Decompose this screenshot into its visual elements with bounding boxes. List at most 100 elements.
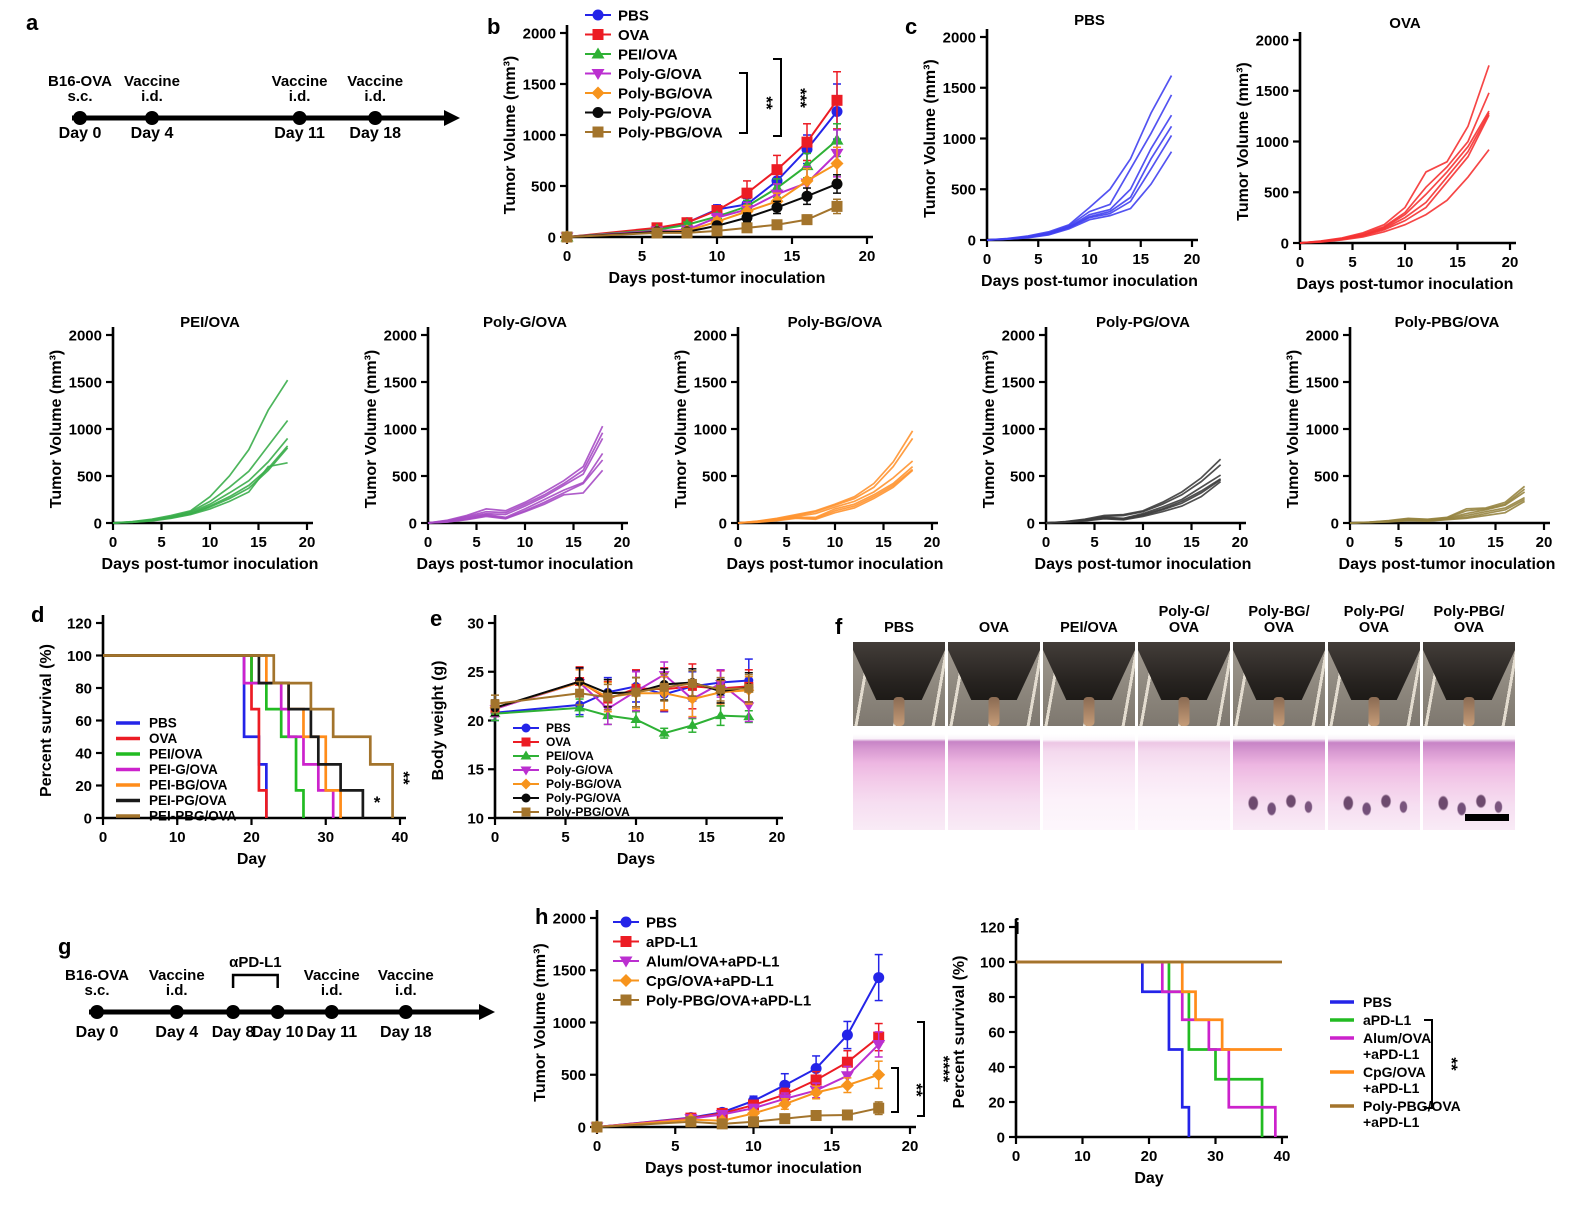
svg-text:15: 15 xyxy=(1449,254,1466,271)
event-label: Vaccine xyxy=(347,73,403,90)
svg-text:15: 15 xyxy=(565,534,582,551)
svg-text:5: 5 xyxy=(1348,254,1356,271)
f-column-0: PBS xyxy=(853,600,945,830)
svg-text:1000: 1000 xyxy=(553,1015,586,1032)
svg-text:5: 5 xyxy=(1394,534,1402,551)
event-label: s.c. xyxy=(67,88,92,105)
apdl1-label: αPD-L1 xyxy=(229,954,282,971)
svg-text:0: 0 xyxy=(409,515,417,532)
svg-text:30: 30 xyxy=(1207,1148,1224,1165)
svg-text:5: 5 xyxy=(638,248,646,265)
legend-label-CpG/OVA+aPD-L1: CpG/OVA xyxy=(1363,1064,1426,1080)
svg-text:5: 5 xyxy=(1034,251,1042,268)
significance-stars: ** xyxy=(1442,1057,1461,1071)
timeline-dot xyxy=(368,111,383,125)
svg-text:2000: 2000 xyxy=(384,327,417,344)
svg-text:15: 15 xyxy=(467,762,484,779)
significance-bracket xyxy=(917,1021,925,1117)
sp_pbg-mouse-1 xyxy=(1349,485,1526,524)
legend-label-aPD-L1: aPD-L1 xyxy=(646,934,698,951)
sp_g-mouse-6 xyxy=(427,469,604,524)
svg-text:20: 20 xyxy=(1232,534,1249,551)
svg-text:500: 500 xyxy=(702,468,727,485)
timeline-dot xyxy=(270,1005,285,1019)
legend-label-Poly-PBG/OVA: Poly-PBG/OVA xyxy=(546,805,630,819)
svg-text:0: 0 xyxy=(563,248,571,265)
svg-text:1500: 1500 xyxy=(694,374,727,391)
svg-text:60: 60 xyxy=(988,1024,1005,1041)
mouse-tail xyxy=(1083,697,1095,726)
svg-text:20: 20 xyxy=(1502,254,1519,271)
scale-bar xyxy=(1465,814,1509,821)
svg-text:0: 0 xyxy=(1296,254,1304,271)
histology-image xyxy=(1328,734,1420,830)
event-label: Vaccine xyxy=(149,967,205,984)
svg-text:120: 120 xyxy=(980,919,1005,936)
svg-text:40: 40 xyxy=(392,829,409,846)
legend-label-PEI/OVA: PEI/OVA xyxy=(546,749,594,763)
svg-text:10: 10 xyxy=(1074,1148,1091,1165)
significance-stars: ** xyxy=(907,1083,926,1097)
f-column-3: Poly-G/OVA xyxy=(1138,600,1230,830)
x-axis-title: Days post-tumor inoculation xyxy=(102,556,319,573)
svg-text:0: 0 xyxy=(734,534,742,551)
chart-title: PEI/OVA xyxy=(180,314,240,331)
legend-label-PEI-PG/OVA: PEI-PG/OVA xyxy=(149,793,227,808)
sp_g-mouse-3 xyxy=(427,437,604,524)
event-label: i.d. xyxy=(395,982,417,999)
y-axis-title: Percent survival (%) xyxy=(38,644,55,797)
svg-text:15: 15 xyxy=(1132,251,1149,268)
svg-text:20: 20 xyxy=(1141,1148,1158,1165)
timeline-dot xyxy=(90,1005,104,1019)
svg-text:0: 0 xyxy=(548,229,556,246)
svg-text:15: 15 xyxy=(875,534,892,551)
day-label: Day 18 xyxy=(380,1024,432,1041)
mouse-tail xyxy=(1178,697,1190,726)
svg-text:10: 10 xyxy=(1135,534,1152,551)
svg-text:10: 10 xyxy=(709,248,726,265)
svg-text:10: 10 xyxy=(628,829,645,846)
svg-text:5: 5 xyxy=(1090,534,1098,551)
mouse-photo xyxy=(1043,642,1135,726)
x-axis-title: Days post-tumor inoculation xyxy=(609,270,826,287)
svg-text:1500: 1500 xyxy=(943,80,976,97)
sp_pei-mouse-1 xyxy=(112,379,289,524)
svg-text:0: 0 xyxy=(84,810,92,827)
x-axis-title: Day xyxy=(237,851,266,868)
event-label: Vaccine xyxy=(124,73,180,90)
event-label: B16-OVA xyxy=(48,73,112,90)
f-column-2: PEI/OVA xyxy=(1043,600,1135,830)
timeline-dot xyxy=(398,1005,413,1019)
legend-label-Alum/OVA+aPD-L1: +aPD-L1 xyxy=(1363,1046,1420,1062)
chart-percent-survival: 0 20 40 60 80 100 120 0 10 20 30 40 Percent survival… xyxy=(38,615,413,868)
mouse-tail xyxy=(988,697,1000,726)
x-axis-title: Days post-tumor inoculation xyxy=(1035,556,1252,573)
panel-label-a: a xyxy=(26,10,39,35)
h-series-Alum/OVA+aPD-L1 xyxy=(590,1031,886,1134)
svg-text:500: 500 xyxy=(561,1067,586,1084)
svg-text:0: 0 xyxy=(997,1129,1005,1146)
x-axis-title: Days post-tumor inoculation xyxy=(727,556,944,573)
sp_pbg-mouse-6 xyxy=(1349,500,1526,524)
histology-image xyxy=(1233,734,1325,830)
svg-text:1000: 1000 xyxy=(1306,421,1339,438)
timeline-dot xyxy=(169,1005,184,1019)
legend-label-Poly-PBG/OVA: Poly-PBG/OVA xyxy=(618,124,723,141)
legend-label-CpG/OVA+aPD-L1: +aPD-L1 xyxy=(1363,1080,1420,1096)
significance-stars: ** xyxy=(394,771,413,785)
svg-text:2000: 2000 xyxy=(69,327,102,344)
svg-text:2000: 2000 xyxy=(523,25,556,42)
svg-text:5: 5 xyxy=(157,534,165,551)
legend-label-PBS: PBS xyxy=(646,914,677,931)
svg-text:20: 20 xyxy=(924,534,941,551)
chart-spider-pbs: 0 500 1000 1500 2000 0 5 10 15 20 Tumor Volume (mm… xyxy=(922,12,1201,290)
svg-text:100: 100 xyxy=(980,954,1005,971)
legend-label-Poly-G/OVA: Poly-G/OVA xyxy=(546,763,613,777)
svg-text:40: 40 xyxy=(75,745,92,762)
svg-text:20: 20 xyxy=(1536,534,1553,551)
svg-text:2000: 2000 xyxy=(943,29,976,46)
svg-text:0: 0 xyxy=(424,534,432,551)
svg-text:0: 0 xyxy=(983,251,991,268)
f-group-label: OVA xyxy=(978,620,1010,636)
svg-text:20: 20 xyxy=(1184,251,1201,268)
